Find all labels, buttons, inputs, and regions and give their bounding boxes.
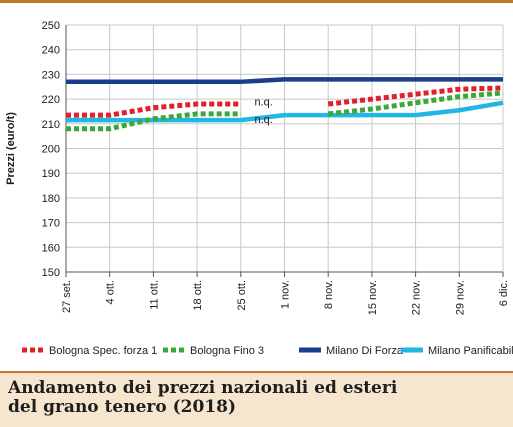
y-tick-label: 250 [42, 20, 60, 32]
annotations: n.q. n.q. [255, 97, 273, 126]
y-axis-title: Prezzi (euro/t) [5, 112, 17, 185]
series-lines [65, 77, 504, 132]
legend-label: Milano Panificabile [428, 345, 513, 357]
y-tick-label: 180 [42, 193, 60, 205]
caption-line-1: Andamento dei prezzi nazionali ed esteri [8, 378, 398, 398]
y-tick-label: 190 [42, 168, 60, 180]
y-tick-label: 240 [42, 45, 60, 57]
x-tick-label: 25 ott. [236, 280, 248, 311]
top-accent-line [0, 0, 513, 3]
gridlines [65, 24, 504, 273]
y-tick-label: 220 [42, 94, 60, 106]
x-tick-label: 29 nov. [454, 280, 466, 315]
y-tick-label: 230 [42, 69, 60, 81]
legend-item: Milano Panificabile [401, 345, 513, 357]
x-tick-label: 8 nov. [323, 280, 335, 309]
series-bologna-spec-forza-1 [65, 85, 504, 118]
annotation-nq: n.q. [255, 97, 273, 109]
chart-caption: Andamento dei prezzi nazionali ed esteri… [8, 379, 508, 417]
series-line [327, 85, 504, 107]
y-tick-label: 150 [42, 267, 60, 279]
x-tick-label: 15 nov. [367, 280, 379, 315]
legend-label: Bologna Fino 3 [190, 345, 264, 357]
x-tick-label: 27 set. [61, 280, 73, 313]
y-tick-label: 160 [42, 242, 60, 254]
legend-item: Bologna Fino 3 [163, 345, 264, 357]
legend-item: Bologna Spec. forza 1 [22, 345, 157, 357]
x-tick-label: 4 ott. [105, 280, 117, 304]
x-tick-label: 22 nov. [411, 280, 423, 315]
x-tick-label: 18 ott. [192, 280, 204, 311]
line-chart: 150 160 170 180 190 200 210 220 230 240 250 27 set.… [5, 20, 513, 357]
series-line [66, 77, 503, 85]
y-tick-label: 170 [42, 218, 60, 230]
x-tick-label: 6 dic. [498, 280, 510, 306]
annotation-nq: n.q. [255, 114, 273, 126]
series-bologna-fino-3 [65, 90, 504, 132]
legend: Bologna Spec. forza 1 Bologna Fino 3 Milan… [22, 345, 513, 357]
legend-item: Milano Di Forza [299, 345, 404, 357]
caption-panel: Andamento dei prezzi nazionali ed esteri… [0, 371, 513, 427]
axes: 150 160 170 180 190 200 210 220 230 240 250 27 set.… [5, 20, 510, 315]
y-tick-label: 200 [42, 144, 60, 156]
legend-label: Bologna Spec. forza 1 [49, 345, 157, 357]
series-milano-di-forza [65, 77, 504, 85]
x-tick-label: 1 nov. [280, 280, 292, 309]
x-tick-label: 11 ott. [148, 280, 160, 310]
legend-label: Milano Di Forza [326, 345, 404, 357]
caption-line-2: del grano tenero (2018) [8, 397, 237, 417]
y-tick-label: 210 [42, 119, 60, 131]
